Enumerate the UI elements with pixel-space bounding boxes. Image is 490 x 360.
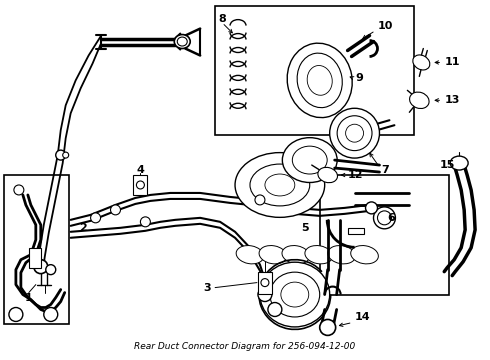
Ellipse shape (413, 55, 430, 70)
Text: 9: 9 (356, 73, 364, 84)
Text: 12: 12 (347, 170, 363, 180)
Circle shape (46, 265, 56, 275)
Text: 3: 3 (203, 283, 211, 293)
Text: 10: 10 (377, 21, 393, 31)
Text: Rear Duct Connector Diagram for 256-094-12-00: Rear Duct Connector Diagram for 256-094-… (134, 342, 356, 351)
Ellipse shape (282, 246, 310, 264)
Text: 4: 4 (137, 165, 145, 175)
Circle shape (63, 152, 69, 158)
Ellipse shape (235, 153, 325, 217)
Ellipse shape (450, 156, 468, 170)
Ellipse shape (410, 92, 429, 108)
Text: 11: 11 (444, 58, 460, 67)
Ellipse shape (351, 246, 378, 264)
Circle shape (34, 260, 48, 274)
Bar (133, 175, 147, 195)
Ellipse shape (305, 246, 333, 264)
Ellipse shape (177, 37, 187, 46)
Ellipse shape (287, 43, 352, 118)
Circle shape (319, 319, 336, 336)
Ellipse shape (307, 66, 332, 95)
Ellipse shape (328, 246, 355, 264)
Ellipse shape (250, 164, 310, 206)
Ellipse shape (270, 272, 319, 317)
Circle shape (56, 150, 66, 160)
Text: 1: 1 (25, 293, 33, 302)
Ellipse shape (373, 207, 395, 229)
Circle shape (366, 202, 377, 214)
Circle shape (9, 307, 23, 321)
Ellipse shape (377, 211, 392, 225)
Bar (29, 248, 41, 268)
Ellipse shape (337, 116, 372, 150)
Circle shape (111, 205, 121, 215)
Text: 15: 15 (440, 160, 455, 170)
Circle shape (136, 181, 145, 189)
Ellipse shape (345, 124, 364, 142)
Circle shape (44, 307, 58, 321)
Bar (347, 228, 364, 234)
Circle shape (258, 288, 272, 302)
Ellipse shape (281, 282, 309, 307)
Ellipse shape (282, 138, 337, 183)
Ellipse shape (174, 35, 190, 49)
Circle shape (261, 279, 269, 287)
Text: 5: 5 (301, 223, 309, 233)
Text: 13: 13 (444, 95, 460, 105)
Ellipse shape (297, 53, 343, 108)
Bar (319, 175, 449, 294)
Ellipse shape (330, 108, 379, 158)
Bar (4, 175, 69, 324)
Ellipse shape (265, 174, 295, 196)
Text: 2: 2 (79, 223, 87, 233)
Ellipse shape (259, 246, 287, 264)
Text: 6: 6 (388, 213, 395, 223)
Circle shape (255, 195, 265, 205)
Circle shape (141, 217, 150, 227)
Bar (258, 272, 272, 293)
Ellipse shape (236, 246, 264, 264)
Bar (215, 6, 415, 135)
Text: 7: 7 (382, 165, 389, 175)
Circle shape (91, 213, 100, 223)
Circle shape (14, 185, 24, 195)
Ellipse shape (260, 262, 330, 327)
Circle shape (268, 302, 282, 316)
Text: 8: 8 (218, 14, 226, 24)
Ellipse shape (318, 167, 338, 183)
Ellipse shape (293, 146, 327, 174)
Text: 14: 14 (355, 312, 370, 323)
